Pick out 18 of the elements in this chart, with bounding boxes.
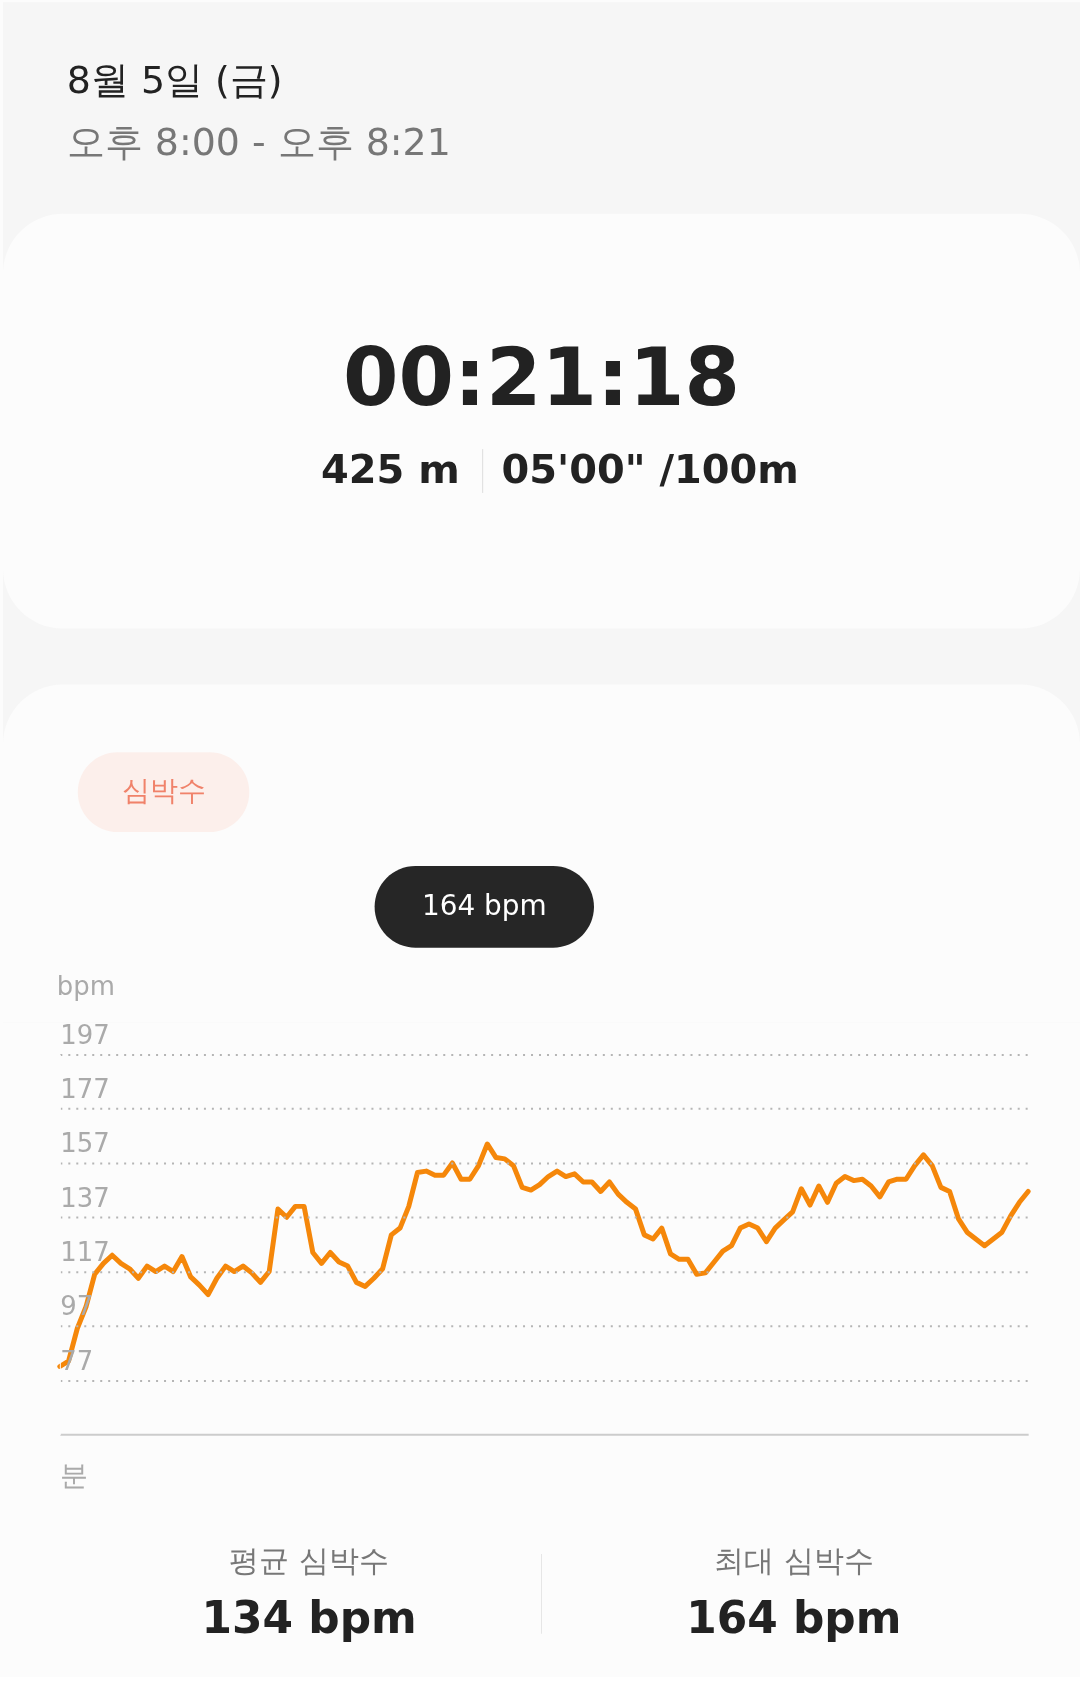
text: 05'00" /100m <box>501 445 799 492</box>
y-tick-label: 197 <box>60 1019 110 1050</box>
text: 00:21:18 <box>343 331 740 425</box>
y-tick-label: 177 <box>60 1074 110 1105</box>
text: 평균 심박수 <box>229 1542 389 1578</box>
x-axis-title: 분 <box>60 1458 89 1492</box>
text: 134 bpm <box>201 1591 417 1643</box>
chart-title: 8월 5일 (금) <box>66 58 283 103</box>
y-axis-title: bpm <box>56 970 115 1001</box>
text: 최대 심박수 <box>714 1542 874 1578</box>
y-tick-label: 117 <box>60 1237 110 1268</box>
text: 164 bpm <box>421 888 547 922</box>
text: 심박수 <box>121 774 206 808</box>
text: 425 m <box>321 445 460 492</box>
text: 164 bpm <box>686 1591 902 1643</box>
y-tick-label: 157 <box>60 1128 110 1159</box>
chart-subtitle: 오후 8:00 - 오후 8:21 <box>66 119 451 164</box>
y-tick-label: 137 <box>60 1182 110 1213</box>
